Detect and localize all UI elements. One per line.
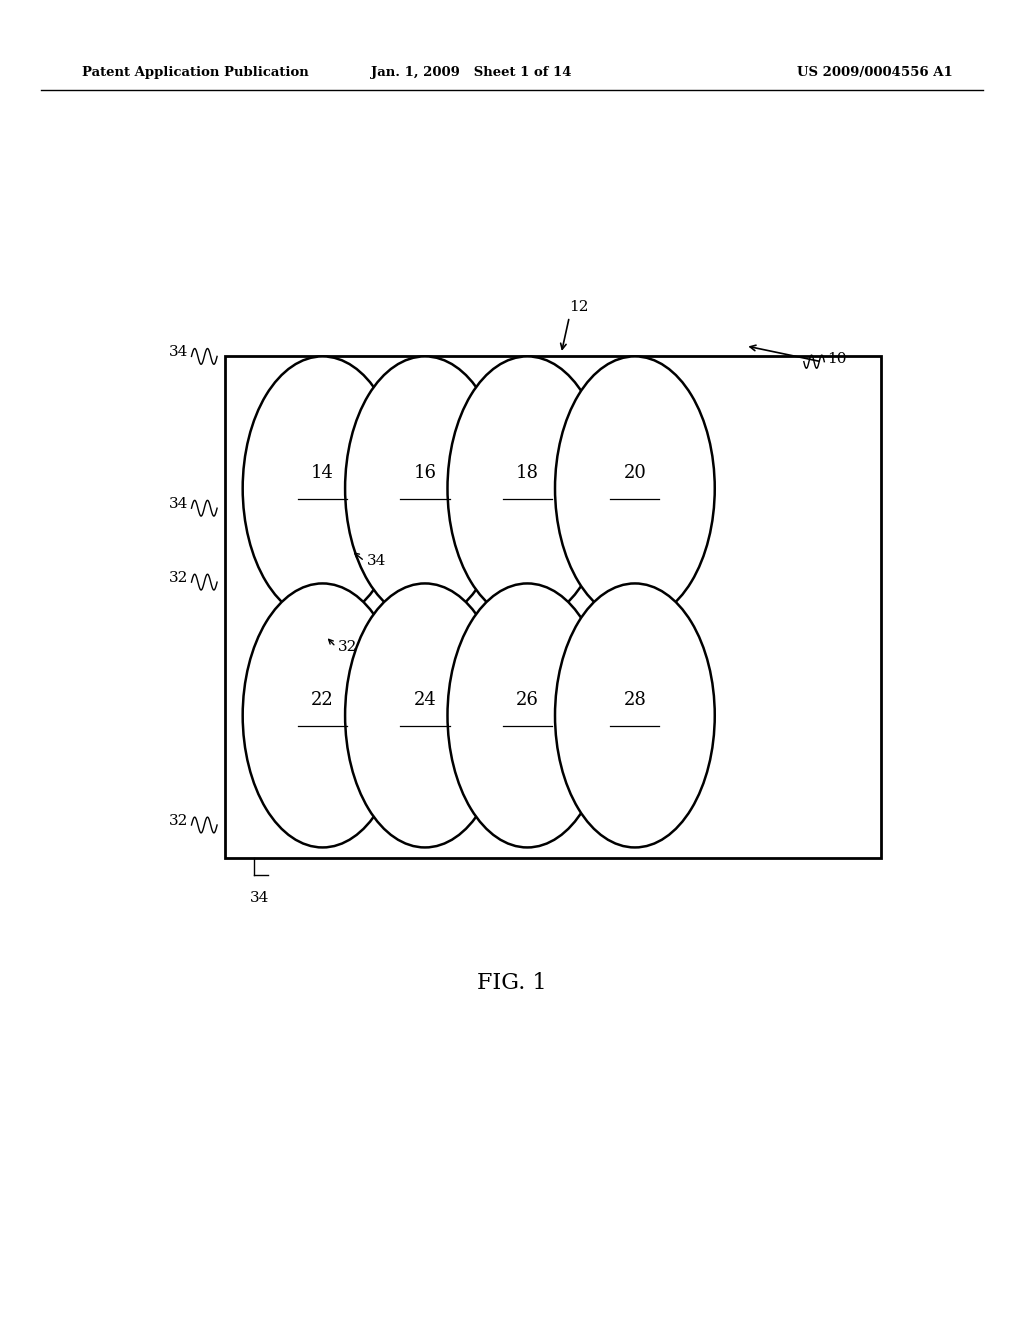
Ellipse shape <box>345 356 505 620</box>
Ellipse shape <box>555 583 715 847</box>
Text: 32: 32 <box>169 572 188 585</box>
Text: 12: 12 <box>568 300 589 314</box>
Text: 28: 28 <box>624 690 646 709</box>
Text: 24: 24 <box>414 690 436 709</box>
Ellipse shape <box>243 583 402 847</box>
Ellipse shape <box>447 583 607 847</box>
Text: 20: 20 <box>624 463 646 482</box>
Text: 32: 32 <box>169 814 188 828</box>
Text: 34: 34 <box>169 346 188 359</box>
Ellipse shape <box>555 356 715 620</box>
Text: 10: 10 <box>827 352 847 366</box>
Text: 34: 34 <box>367 554 386 568</box>
Text: 34: 34 <box>250 891 268 906</box>
Text: US 2009/0004556 A1: US 2009/0004556 A1 <box>797 66 952 79</box>
Text: 22: 22 <box>311 690 334 709</box>
Text: Patent Application Publication: Patent Application Publication <box>82 66 308 79</box>
Ellipse shape <box>243 356 402 620</box>
Text: 16: 16 <box>414 463 436 482</box>
Text: 18: 18 <box>516 463 539 482</box>
Text: Jan. 1, 2009   Sheet 1 of 14: Jan. 1, 2009 Sheet 1 of 14 <box>371 66 571 79</box>
Text: 26: 26 <box>516 690 539 709</box>
Text: 14: 14 <box>311 463 334 482</box>
Text: 34: 34 <box>169 498 188 511</box>
Text: 32: 32 <box>338 640 357 653</box>
Ellipse shape <box>447 356 607 620</box>
Ellipse shape <box>345 583 505 847</box>
Text: FIG. 1: FIG. 1 <box>477 973 547 994</box>
